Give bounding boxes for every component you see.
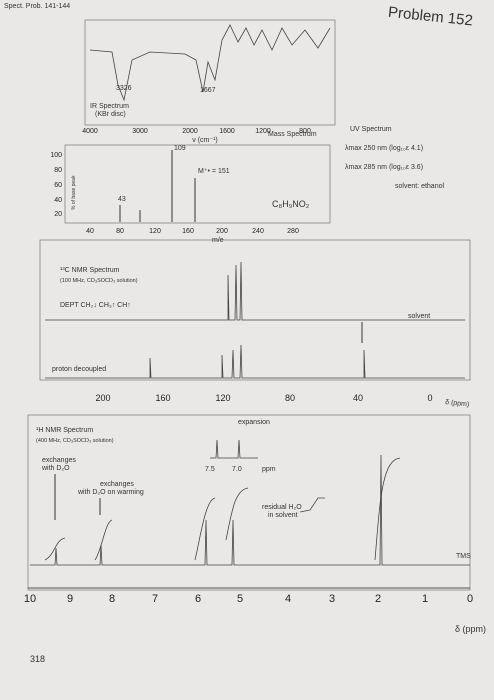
ir-spectrum — [89, 24, 331, 102]
label: 4000 — [82, 128, 98, 135]
label: TMS — [456, 553, 471, 560]
label: 40 — [86, 228, 94, 235]
label: IR Spectrum — [90, 103, 129, 110]
label: proton decoupled — [52, 366, 106, 373]
label: exchanges — [100, 481, 134, 488]
label: 9 — [67, 593, 73, 605]
label: λmax 250 nm (log₁₀ε 4.1) — [345, 145, 423, 152]
label: (KBr disc) — [95, 111, 126, 118]
label: 1600 — [219, 128, 235, 135]
integration — [44, 457, 401, 561]
label: 160 — [155, 393, 170, 403]
label: 2000 — [182, 128, 198, 135]
label: 7 — [152, 593, 158, 605]
label: 4 — [285, 593, 291, 605]
label: exchanges — [42, 457, 76, 464]
label: 6 — [195, 593, 201, 605]
label: m/e — [212, 237, 224, 244]
c13-frame — [39, 239, 471, 381]
label: 60 — [54, 182, 62, 189]
label: 80 — [116, 228, 124, 235]
label: Mass Spectrum — [268, 131, 317, 138]
label: 20 — [54, 211, 62, 218]
label: 100 — [50, 152, 62, 159]
h1-spectrum — [30, 454, 470, 566]
label: M⁺• = 151 — [198, 168, 230, 175]
label: ¹H NMR Spectrum — [36, 427, 93, 434]
label: 200 — [216, 228, 228, 235]
label: with D₂O — [41, 465, 70, 472]
label: 2 — [375, 593, 381, 605]
label: Spect. Prob. 141-144 — [4, 3, 70, 10]
label: 109 — [174, 145, 186, 152]
label: solvent — [408, 313, 430, 320]
label: 7.0 — [232, 466, 242, 473]
label: 40 — [54, 197, 62, 204]
label: ppm — [262, 466, 276, 473]
mass-frame — [64, 144, 331, 224]
label: 240 — [252, 228, 264, 235]
label: 43 — [118, 196, 126, 203]
ir-frame — [84, 19, 336, 126]
label: (400 MHz, CD₃SOCD₃ solution) — [36, 438, 114, 444]
label: 1 — [422, 593, 428, 605]
label: 200 — [95, 393, 110, 403]
label: C₈H₉NO₂ — [272, 199, 310, 209]
label: expansion — [238, 419, 270, 426]
label: 10 — [24, 593, 36, 605]
label: 3 — [329, 593, 335, 605]
label: with D₂O on warming — [77, 489, 144, 496]
label: 40 — [353, 393, 363, 403]
label: % of base peak — [71, 175, 77, 210]
label: solvent: ethanol — [395, 183, 444, 190]
label: residual H₂O — [262, 504, 302, 511]
label: 3326 — [116, 85, 132, 92]
label: 120 — [149, 228, 161, 235]
label: (100 MHz, CD₃SOCD₃ solution) — [60, 278, 138, 284]
h1-frame — [27, 414, 471, 591]
c13-spectrum — [45, 344, 465, 379]
label: 800 — [299, 128, 311, 135]
label: 0 — [467, 593, 473, 605]
label: 1667 — [200, 87, 216, 94]
label: 120 — [215, 393, 230, 403]
label: 80 — [285, 393, 295, 403]
label: UV Spectrum — [350, 126, 392, 133]
label: 280 — [287, 228, 299, 235]
label: ν (cm⁻¹) — [192, 137, 217, 144]
label: 8 — [109, 593, 115, 605]
label: 3000 — [132, 128, 148, 135]
label: in solvent — [268, 512, 298, 519]
expansion-trace — [210, 439, 258, 459]
label: 80 — [54, 167, 62, 174]
label: DEPT CH₂↓ CH₃↑ CH↑ — [60, 302, 131, 309]
label: 7.5 — [205, 466, 215, 473]
label: λmax 285 nm (log₁₀ε 3.6) — [345, 164, 423, 171]
dept-spectrum — [45, 261, 465, 321]
label: 5 — [237, 593, 243, 605]
label: ¹³C NMR Spectrum — [60, 267, 120, 274]
label: 1200 — [255, 128, 271, 135]
label: 0 — [427, 393, 432, 403]
label: 318 — [30, 654, 45, 664]
label: δ (ppm) — [455, 624, 486, 634]
label: δ (ppm) — [445, 399, 470, 408]
label: 160 — [182, 228, 194, 235]
